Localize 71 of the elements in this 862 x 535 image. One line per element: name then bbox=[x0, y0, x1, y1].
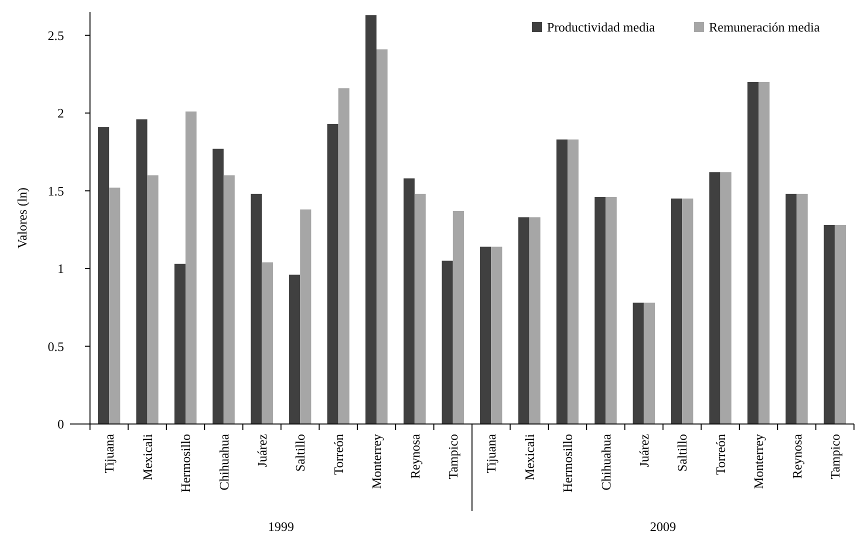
y-tick-label: 0.5 bbox=[48, 338, 64, 354]
bar bbox=[442, 260, 453, 424]
x-tick-label: Tampico bbox=[827, 434, 842, 480]
x-tick-label: Reynosa bbox=[407, 434, 422, 479]
bar bbox=[556, 139, 568, 424]
bar bbox=[186, 112, 197, 424]
bar bbox=[300, 209, 312, 424]
x-tick-label: Saltillo bbox=[674, 434, 690, 472]
bar bbox=[720, 172, 732, 424]
bar bbox=[98, 127, 110, 424]
x-tick-label: Mexicali bbox=[522, 434, 537, 480]
bar bbox=[594, 197, 606, 424]
bar bbox=[568, 139, 579, 424]
x-tick-label: Tampico bbox=[445, 434, 460, 480]
text: 2009 bbox=[650, 519, 676, 534]
bar bbox=[262, 262, 273, 424]
x-tick-label: Mexicali bbox=[140, 434, 155, 480]
x-tick-label: Tijuana bbox=[484, 434, 499, 474]
x-tick-label: Tijuana bbox=[102, 434, 117, 474]
bar bbox=[376, 49, 388, 424]
x-tick-label: Monterrey bbox=[751, 434, 766, 489]
x-tick-label: Torreón bbox=[330, 434, 346, 475]
bar bbox=[786, 194, 797, 424]
bar bbox=[632, 302, 644, 424]
bar bbox=[758, 82, 770, 424]
bar bbox=[327, 124, 338, 424]
bar bbox=[212, 148, 224, 424]
y-axis-title: Valores (ln) bbox=[14, 187, 30, 249]
x-tick-label: Juárez bbox=[636, 434, 652, 468]
x-tick-label: Hermosillo bbox=[178, 434, 194, 492]
x-tick-label: Hermosillo bbox=[560, 434, 576, 492]
bar bbox=[250, 194, 262, 424]
bar bbox=[338, 88, 350, 424]
bar bbox=[796, 194, 808, 424]
bar bbox=[404, 178, 415, 424]
y-tick-label: 1.5 bbox=[48, 183, 64, 198]
bar bbox=[224, 175, 235, 424]
bar bbox=[136, 119, 148, 424]
bar bbox=[824, 224, 835, 424]
legend-label: Productividad media bbox=[547, 20, 656, 35]
bar bbox=[644, 302, 655, 424]
bar bbox=[414, 194, 426, 424]
bar bbox=[529, 217, 540, 424]
bar bbox=[709, 172, 720, 424]
x-tick-label: Saltillo bbox=[292, 434, 308, 472]
bar bbox=[174, 264, 186, 424]
y-tick-label: 1 bbox=[58, 261, 64, 276]
legend-label: Remuneración media bbox=[709, 20, 820, 35]
y-tick-label: 2 bbox=[58, 106, 64, 121]
y-tick-label: 0 bbox=[58, 416, 64, 432]
bar bbox=[147, 175, 158, 424]
x-tick-label: Reynosa bbox=[789, 434, 804, 479]
bar bbox=[518, 217, 530, 424]
bar bbox=[480, 246, 492, 424]
bar bbox=[491, 246, 502, 424]
bar bbox=[682, 198, 694, 424]
x-tick-label: Torreón bbox=[712, 434, 728, 475]
bar bbox=[289, 274, 300, 424]
bar bbox=[452, 211, 464, 424]
x-tick-label: Chihuahua bbox=[598, 434, 614, 490]
bar bbox=[109, 188, 120, 424]
x-tick-label: Monterrey bbox=[369, 434, 384, 489]
bar bbox=[671, 198, 682, 424]
y-tick-label: 2.5 bbox=[48, 28, 64, 43]
bar bbox=[834, 224, 846, 424]
bar bbox=[747, 82, 758, 424]
bar bbox=[365, 15, 376, 424]
text: 1999 bbox=[268, 519, 294, 534]
bar bbox=[606, 197, 617, 424]
x-tick-label: Chihuahua bbox=[216, 434, 232, 490]
x-tick-label: Juárez bbox=[254, 434, 270, 468]
